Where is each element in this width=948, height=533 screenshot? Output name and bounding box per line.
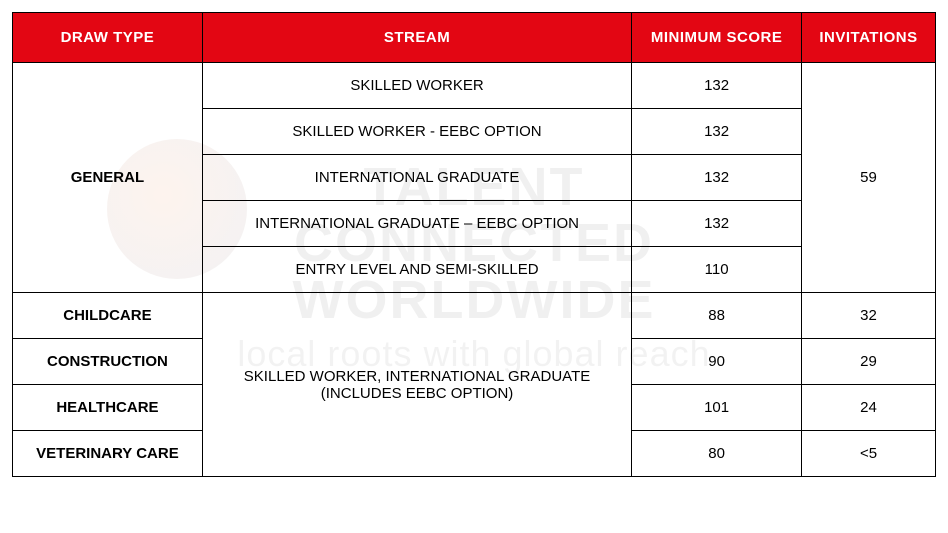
- cell-min-score: 132: [632, 201, 802, 247]
- cell-draw-type: VETERINARY CARE: [13, 431, 203, 477]
- cell-min-score: 88: [632, 293, 802, 339]
- cell-invitations: 32: [802, 293, 936, 339]
- cell-stream: SKILLED WORKER, INTERNATIONAL GRADUATE (…: [202, 293, 631, 477]
- draw-table: DRAW TYPE STREAM MINIMUM SCORE INVITATIO…: [12, 12, 936, 477]
- cell-stream: SKILLED WORKER - EEBC OPTION: [202, 109, 631, 155]
- cell-stream: INTERNATIONAL GRADUATE – EEBC OPTION: [202, 201, 631, 247]
- table-header-row: DRAW TYPE STREAM MINIMUM SCORE INVITATIO…: [13, 13, 936, 63]
- cell-min-score: 132: [632, 155, 802, 201]
- cell-draw-type: GENERAL: [13, 63, 203, 293]
- table-row: GENERAL SKILLED WORKER 132 59: [13, 63, 936, 109]
- cell-invitations: 59: [802, 63, 936, 293]
- cell-invitations: 24: [802, 385, 936, 431]
- cell-draw-type: CHILDCARE: [13, 293, 203, 339]
- cell-min-score: 80: [632, 431, 802, 477]
- cell-min-score: 132: [632, 109, 802, 155]
- cell-stream: SKILLED WORKER: [202, 63, 631, 109]
- cell-invitations: <5: [802, 431, 936, 477]
- cell-draw-type: HEALTHCARE: [13, 385, 203, 431]
- cell-min-score: 90: [632, 339, 802, 385]
- cell-invitations: 29: [802, 339, 936, 385]
- cell-min-score: 101: [632, 385, 802, 431]
- cell-stream: ENTRY LEVEL AND SEMI-SKILLED: [202, 247, 631, 293]
- col-header-draw-type: DRAW TYPE: [13, 13, 203, 63]
- col-header-stream: STREAM: [202, 13, 631, 63]
- cell-min-score: 110: [632, 247, 802, 293]
- cell-draw-type: CONSTRUCTION: [13, 339, 203, 385]
- table-row: CHILDCARE SKILLED WORKER, INTERNATIONAL …: [13, 293, 936, 339]
- cell-min-score: 132: [632, 63, 802, 109]
- col-header-min-score: MINIMUM SCORE: [632, 13, 802, 63]
- col-header-invitations: INVITATIONS: [802, 13, 936, 63]
- cell-stream: INTERNATIONAL GRADUATE: [202, 155, 631, 201]
